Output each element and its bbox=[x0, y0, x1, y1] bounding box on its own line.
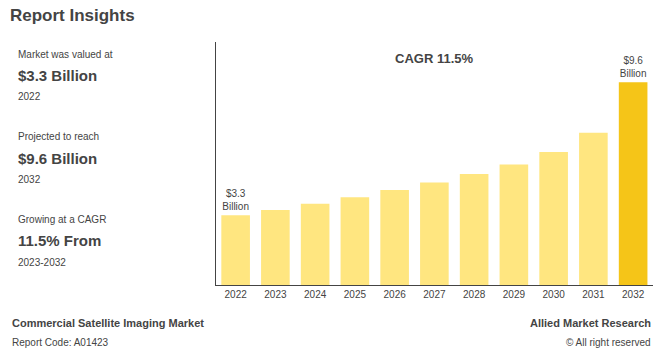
svg-text:2022: 2022 bbox=[225, 289, 248, 300]
svg-text:CAGR 11.5%: CAGR 11.5% bbox=[395, 51, 473, 66]
svg-text:2031: 2031 bbox=[582, 289, 605, 300]
svg-text:Growing at a CAGR: Growing at a CAGR bbox=[18, 214, 106, 225]
svg-text:$9.6 Billion: $9.6 Billion bbox=[18, 150, 97, 167]
svg-text:2027: 2027 bbox=[423, 289, 446, 300]
svg-text:2032: 2032 bbox=[622, 289, 645, 300]
svg-text:Report Insights: Report Insights bbox=[10, 6, 135, 25]
svg-text:11.5% From: 11.5% From bbox=[18, 232, 101, 249]
svg-text:© All right reserved: © All right reserved bbox=[566, 337, 651, 348]
svg-text:2024: 2024 bbox=[304, 289, 327, 300]
svg-text:2025: 2025 bbox=[344, 289, 367, 300]
svg-text:2030: 2030 bbox=[543, 289, 566, 300]
svg-text:2028: 2028 bbox=[463, 289, 486, 300]
svg-text:2029: 2029 bbox=[503, 289, 526, 300]
svg-text:2026: 2026 bbox=[384, 289, 407, 300]
svg-text:$9.6Billion: $9.6Billion bbox=[620, 55, 647, 79]
svg-text:$3.3Billion: $3.3Billion bbox=[222, 188, 249, 212]
svg-text:Commercial Satellite Imaging M: Commercial Satellite Imaging Market bbox=[12, 317, 204, 329]
svg-text:2032: 2032 bbox=[18, 174, 41, 185]
svg-text:$3.3 Billion: $3.3 Billion bbox=[18, 67, 97, 84]
svg-text:2023-2032: 2023-2032 bbox=[18, 257, 66, 268]
svg-text:Allied Market Research: Allied Market Research bbox=[530, 317, 651, 329]
svg-text:Report Code: A01423: Report Code: A01423 bbox=[12, 337, 109, 348]
svg-text:2023: 2023 bbox=[264, 289, 287, 300]
svg-text:2022: 2022 bbox=[18, 91, 41, 102]
svg-text:Projected to reach: Projected to reach bbox=[18, 131, 99, 142]
svg-text:Market was valued at: Market was valued at bbox=[18, 49, 113, 60]
